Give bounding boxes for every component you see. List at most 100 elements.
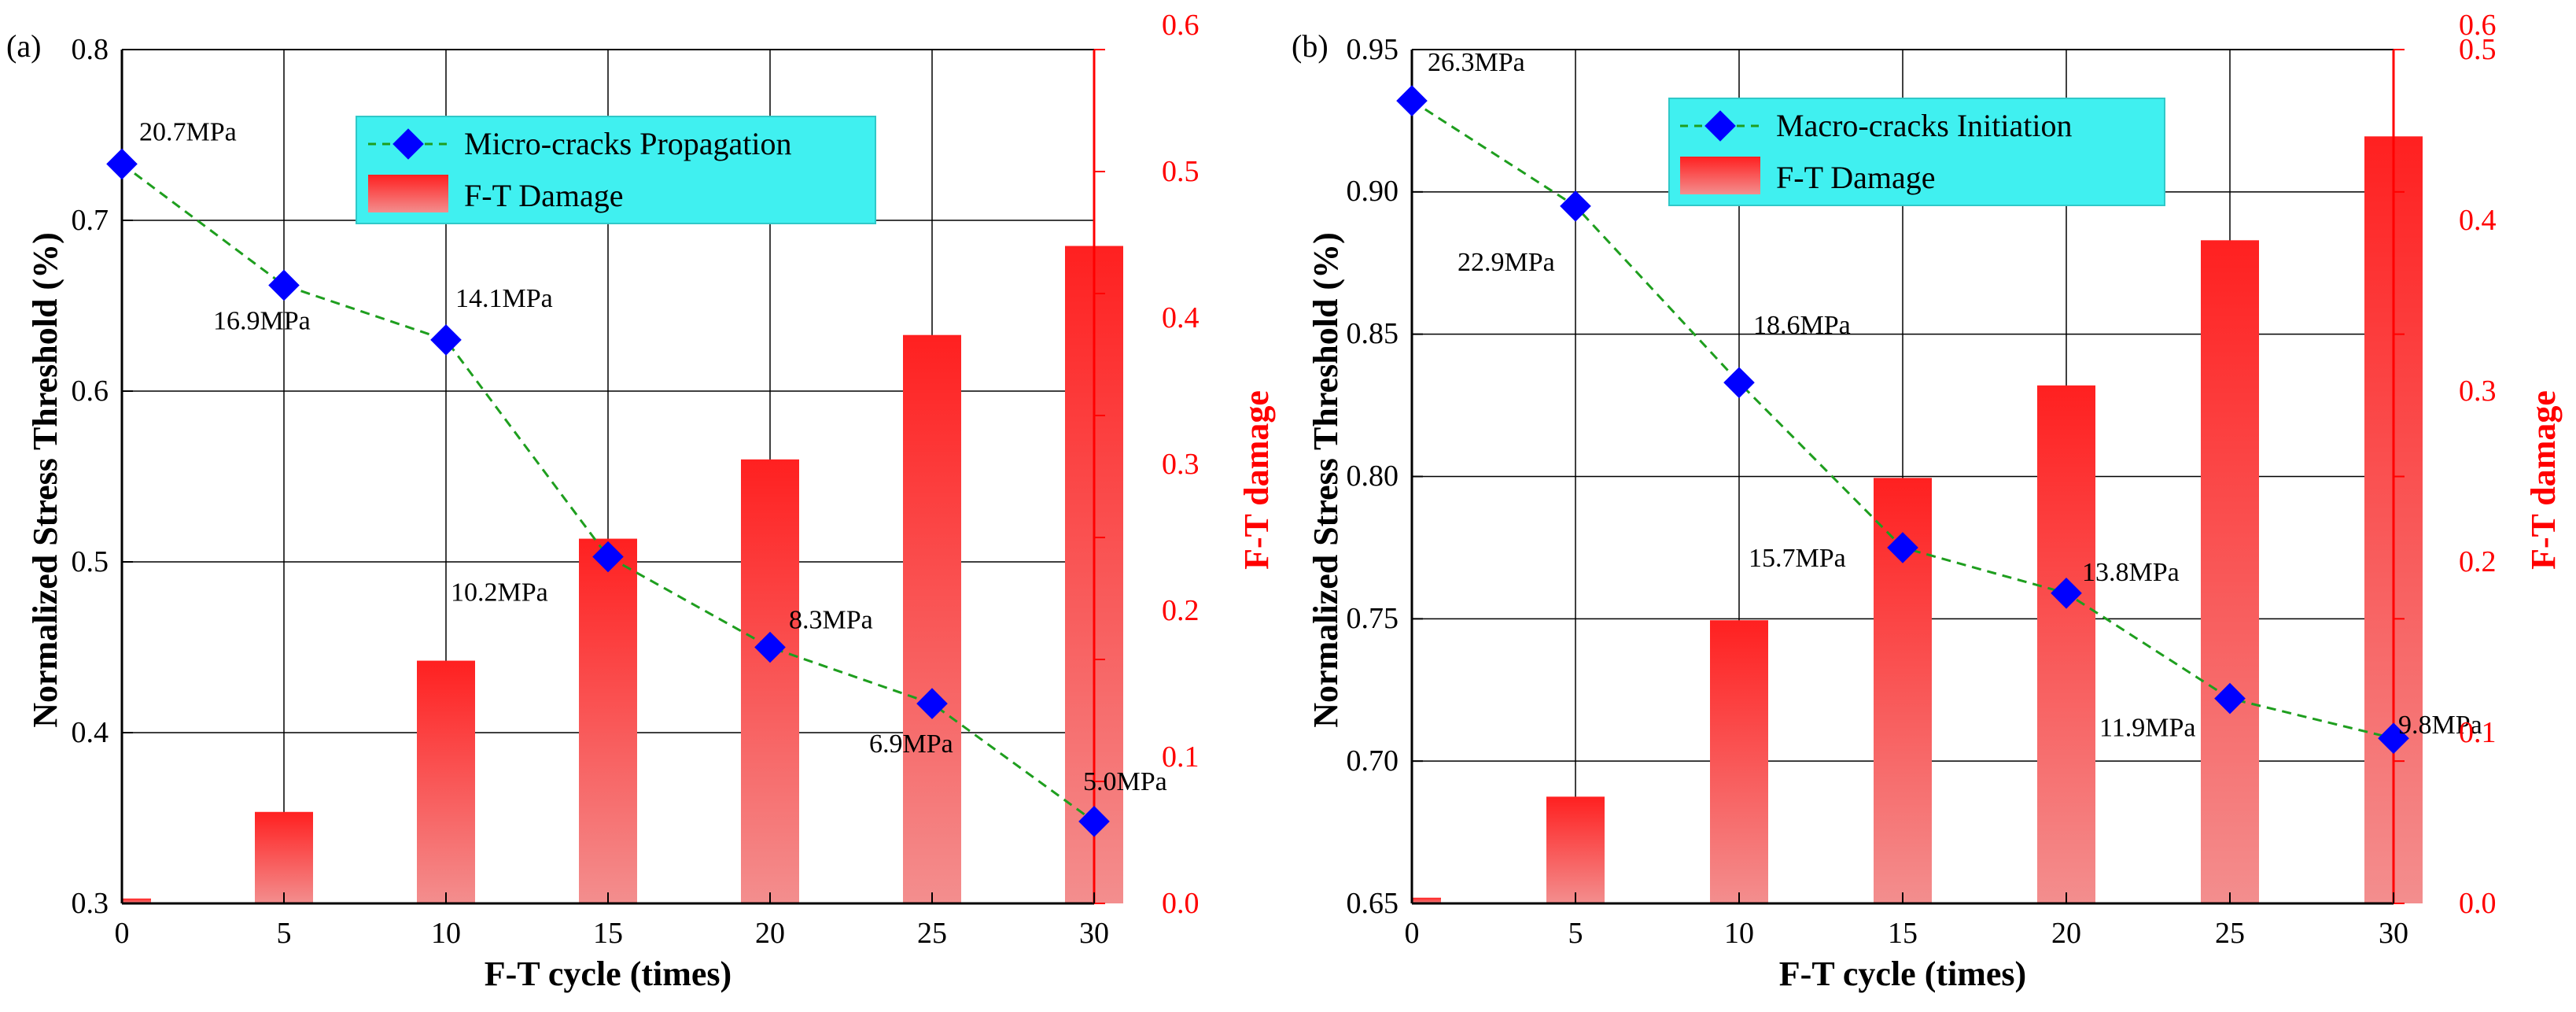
point-labels: 26.3MPa 22.9MPa 18.6MPa 15.7MPa 13.8MPa 11.9M… xyxy=(1428,48,2482,743)
stress-point-label: 9.8MPa xyxy=(2398,711,2482,740)
y-tick-label: 0.6 xyxy=(72,375,109,408)
axis-ticks xyxy=(1411,49,2405,904)
x-tick-label: 20 xyxy=(755,917,785,950)
x-tick-label: 25 xyxy=(2215,917,2245,950)
damage-bar xyxy=(903,334,961,903)
legend-label-bar: F-T Damage xyxy=(464,178,624,213)
legend-label-line: Macro-cracks Initiation xyxy=(1776,108,2073,143)
stress-point-label: 18.6MPa xyxy=(1753,311,1851,340)
y-tick-label: 0.90 xyxy=(1347,175,1399,208)
x-tick-label: 15 xyxy=(593,917,623,950)
legend: Micro-cracks Propagation F-T Damage xyxy=(356,116,876,224)
x-tick-label: 30 xyxy=(1079,917,1109,950)
stress-point-marker xyxy=(916,688,948,719)
damage-bar xyxy=(1412,897,1441,903)
y-tick-label: 0.4 xyxy=(72,716,109,749)
y-axis-title: Normalized Stress Threshold (%) xyxy=(26,232,64,727)
axis-ticks xyxy=(121,49,1105,904)
legend-bar-sample xyxy=(368,175,448,212)
y2-tick-label: 0.1 xyxy=(1162,741,1200,774)
y2-tick-labels: 0.0 0.1 0.2 0.3 0.4 0.5 0.6 xyxy=(1162,9,1200,920)
x-tick-label: 5 xyxy=(277,917,292,950)
stress-point-label: 13.8MPa xyxy=(2082,558,2180,587)
y-tick-label: 0.7 xyxy=(72,204,109,237)
chart-panel-b: 26.3MPa 22.9MPa 18.6MPa 15.7MPa 13.8MPa 11.9M… xyxy=(1292,9,2563,993)
stress-point-marker xyxy=(1396,85,1428,116)
x-tick-label: 20 xyxy=(2051,917,2081,950)
legend-bar-sample xyxy=(1680,157,1760,194)
y-tick-label: 0.65 xyxy=(1347,887,1399,920)
marker-series xyxy=(106,148,1110,837)
stress-point-marker xyxy=(268,269,300,301)
y-tick-label: 0.8 xyxy=(72,33,109,66)
stress-point-label: 8.3MPa xyxy=(789,606,873,635)
damage-bar xyxy=(579,538,637,903)
stress-point-label: 10.2MPa xyxy=(451,578,548,607)
y2-tick-label: 0.3 xyxy=(2459,375,2497,408)
x-tick-label: 0 xyxy=(1405,917,1420,950)
damage-bar xyxy=(2201,240,2259,904)
y2-tick-labels: 0.0 0.1 0.2 0.3 0.4 0.5 0.6 xyxy=(2459,9,2497,920)
stress-point-label: 11.9MPa xyxy=(2099,714,2195,743)
y-tick-label: 0.3 xyxy=(72,887,109,920)
panel-label: (b) xyxy=(1292,28,1329,64)
damage-bar xyxy=(255,811,313,903)
x-tick-label: 30 xyxy=(2379,917,2408,950)
stress-point-label: 6.9MPa xyxy=(869,729,953,759)
legend: Macro-cracks Initiation F-T Damage xyxy=(1668,98,2165,206)
damage-bar xyxy=(2037,385,2095,903)
legend-marker-sample xyxy=(392,128,424,160)
stress-point-marker xyxy=(1723,367,1755,398)
y-tick-labels: 0.65 0.70 0.75 0.80 0.85 0.90 0.95 xyxy=(1347,33,1399,920)
chart-panel-a: 20.7MPa 16.9MPa 14.1MPa 10.2MPa 8.3MPa 6.9MPa… xyxy=(6,9,1276,993)
y2-tick-label: 0.4 xyxy=(2459,204,2497,237)
x-tick-label: 25 xyxy=(917,917,947,950)
stress-point-marker xyxy=(754,631,786,663)
stress-point-marker xyxy=(106,148,138,180)
y-tick-label: 0.85 xyxy=(1347,317,1399,350)
x-axis-title: F-T cycle (times) xyxy=(485,955,732,993)
damage-bar xyxy=(122,898,151,903)
legend-label-line: Micro-cracks Propagation xyxy=(464,126,792,161)
y2-axis-title: F-T damage xyxy=(1237,390,1276,570)
y2-tick-label: 0.6 xyxy=(1162,9,1200,42)
x-axis-title: F-T cycle (times) xyxy=(1779,955,2026,993)
stress-point-label: 15.7MPa xyxy=(1749,544,1846,573)
stress-point-marker xyxy=(1887,532,1918,563)
y2-tick-label: 0.5 xyxy=(1162,155,1200,188)
y2-tick-label: 0.4 xyxy=(1162,301,1200,334)
panel-label: (a) xyxy=(6,28,41,64)
x-tick-label: 15 xyxy=(1888,917,1918,950)
legend-marker-sample xyxy=(1704,110,1736,142)
damage-bar xyxy=(1710,620,1768,903)
y2-tick-label: 0.0 xyxy=(1162,887,1200,920)
y-tick-label: 0.70 xyxy=(1347,744,1399,777)
point-labels: 20.7MPa 16.9MPa 14.1MPa 10.2MPa 8.3MPa 6.9MPa… xyxy=(139,117,1167,796)
legend-label-bar: F-T Damage xyxy=(1776,160,1936,195)
y2-tick-label: 0.3 xyxy=(1162,448,1200,481)
x-tick-labels: 0 5 10 15 20 25 30 xyxy=(115,917,1110,950)
stress-point-label: 16.9MPa xyxy=(213,306,311,335)
y-axis-title: Normalized Stress Threshold (%) xyxy=(1306,232,1345,727)
y2-tick-label: 0.2 xyxy=(2459,545,2497,578)
x-tick-label: 10 xyxy=(431,917,461,950)
damage-bar xyxy=(417,660,475,903)
bar-series xyxy=(122,246,1123,903)
stress-point-marker xyxy=(430,324,462,356)
x-tick-label: 5 xyxy=(1568,917,1583,950)
damage-bar xyxy=(741,459,799,903)
y-tick-label: 0.80 xyxy=(1347,460,1399,493)
bar-series xyxy=(1412,136,2423,904)
y-tick-label: 0.5 xyxy=(72,545,109,578)
stress-point-label: 5.0MPa xyxy=(1083,767,1167,796)
y2-tick-label: 0.2 xyxy=(1162,594,1200,627)
y2-axis-title: F-T damage xyxy=(2524,390,2563,570)
stress-point-label: 26.3MPa xyxy=(1428,48,1525,77)
stress-point-label: 22.9MPa xyxy=(1458,248,1555,277)
damage-bar xyxy=(1546,796,1605,903)
x-tick-label: 0 xyxy=(115,917,130,950)
y-tick-labels: 0.3 0.4 0.5 0.6 0.7 0.8 xyxy=(72,33,109,920)
stress-point-marker xyxy=(2214,682,2246,715)
stress-point-marker xyxy=(2378,722,2409,755)
